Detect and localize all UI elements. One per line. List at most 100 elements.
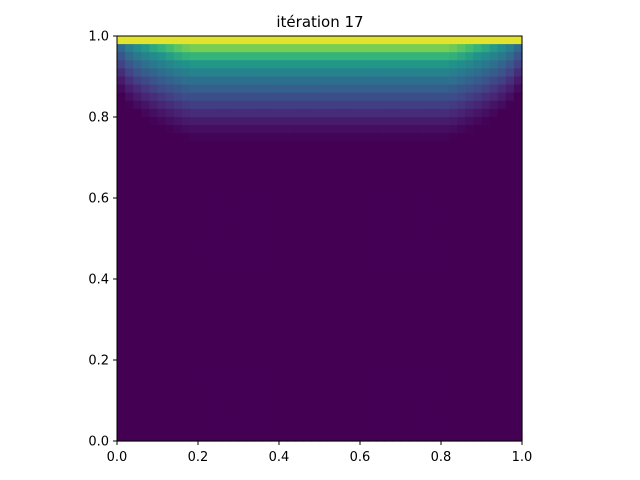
heatmap-cell — [303, 222, 312, 231]
heatmap-cell — [424, 173, 434, 183]
heatmap-cell — [133, 424, 142, 434]
heatmap-cell — [133, 76, 142, 86]
heatmap-cell — [246, 343, 256, 353]
heatmap-cell — [157, 327, 167, 337]
heatmap-cell — [270, 392, 280, 402]
heatmap-cell — [465, 52, 474, 61]
heatmap-cell — [198, 424, 207, 434]
heatmap-cell — [173, 416, 183, 426]
heatmap-cell — [141, 60, 150, 69]
heatmap-cell — [230, 125, 240, 134]
heatmap-cell — [513, 68, 523, 78]
heatmap-cell — [295, 270, 304, 280]
heatmap-cell — [384, 181, 393, 191]
heatmap-cell — [303, 392, 312, 402]
heatmap-cell — [214, 189, 223, 199]
heatmap-cell — [441, 149, 450, 159]
heatmap-cell — [189, 44, 199, 53]
heatmap-cell — [295, 279, 304, 288]
heatmap-cell — [343, 44, 353, 53]
heatmap-cell — [432, 360, 442, 369]
heatmap-cell — [408, 60, 418, 69]
heatmap-cell — [238, 254, 248, 264]
heatmap-cell — [441, 376, 450, 385]
heatmap-cell — [311, 303, 321, 312]
heatmap-cell — [441, 125, 450, 134]
heatmap-cell — [181, 117, 191, 126]
heatmap-cell — [311, 262, 321, 272]
heatmap-cell — [149, 376, 159, 385]
heatmap-cell — [238, 230, 248, 240]
heatmap-cell — [497, 100, 507, 110]
heatmap-cell — [335, 384, 345, 393]
heatmap-cell — [270, 92, 280, 102]
heatmap-cell — [198, 246, 207, 256]
heatmap-cell — [505, 84, 515, 94]
heatmap-cell — [287, 125, 296, 134]
heatmap-cell — [133, 92, 142, 102]
heatmap-cell — [254, 44, 264, 53]
heatmap-cell — [368, 108, 377, 118]
heatmap-cell — [465, 214, 474, 223]
heatmap-cell — [295, 230, 304, 240]
heatmap-cell — [392, 295, 402, 304]
heatmap-cell — [408, 351, 418, 361]
heatmap-cell — [189, 303, 199, 312]
heatmap-cell — [303, 311, 312, 321]
heatmap-cell — [230, 173, 240, 183]
heatmap-cell — [149, 84, 159, 94]
heatmap-cell — [125, 92, 134, 102]
heatmap-cell — [400, 392, 410, 402]
heatmap-cell — [238, 287, 248, 296]
heatmap-cell — [279, 368, 288, 377]
heatmap-cell — [287, 311, 296, 321]
heatmap-cell — [400, 117, 410, 126]
heatmap-cell — [400, 214, 410, 223]
heatmap-cell — [497, 303, 507, 312]
heatmap-cell — [408, 108, 418, 118]
heatmap-cell — [497, 246, 507, 256]
heatmap-cell — [481, 173, 491, 183]
heatmap-cell — [173, 173, 183, 183]
heatmap-cell — [489, 68, 499, 78]
heatmap-cell — [254, 60, 264, 69]
heatmap-cell — [400, 230, 410, 240]
heatmap-cell — [173, 295, 183, 304]
heatmap-cell — [392, 125, 402, 134]
heatmap-cell — [311, 432, 321, 442]
heatmap-cell — [181, 254, 191, 264]
heatmap-cell — [230, 295, 240, 304]
heatmap-cell — [117, 360, 126, 369]
heatmap-cell — [465, 108, 474, 118]
heatmap-cell — [117, 335, 126, 345]
heatmap-cell — [513, 92, 523, 102]
heatmap-cell — [368, 400, 377, 410]
heatmap-cell — [295, 432, 304, 442]
heatmap-cell — [351, 319, 361, 329]
heatmap-cell — [189, 311, 199, 321]
heatmap-cell — [392, 52, 402, 61]
heatmap-cell — [189, 76, 199, 86]
heatmap-cell — [133, 360, 142, 369]
heatmap-cell — [457, 100, 466, 110]
heatmap-cell — [441, 400, 450, 410]
heatmap-cell — [408, 262, 418, 272]
heatmap-cell — [125, 181, 134, 191]
heatmap-cell — [189, 189, 199, 199]
heatmap-cell — [133, 149, 142, 159]
heatmap-cell — [222, 254, 231, 264]
heatmap-cell — [368, 270, 377, 280]
heatmap-cell — [384, 351, 393, 361]
heatmap-cell — [279, 270, 288, 280]
heatmap-cell — [335, 295, 345, 304]
heatmap-cell — [254, 84, 264, 94]
heatmap-cell — [505, 133, 515, 142]
heatmap-cell — [117, 416, 126, 426]
heatmap-cell — [360, 92, 369, 102]
heatmap-cell — [351, 287, 361, 296]
heatmap-cell — [489, 360, 499, 369]
heatmap-cell — [432, 254, 442, 264]
heatmap-cell — [262, 92, 272, 102]
heatmap-cell — [238, 92, 248, 102]
heatmap-cell — [360, 117, 369, 126]
